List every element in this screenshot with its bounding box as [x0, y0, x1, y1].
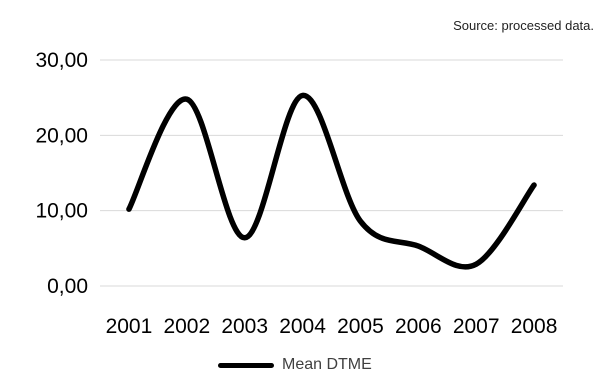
y-tick-label: 10,00: [35, 200, 88, 223]
series-lines: [126, 92, 537, 270]
x-tick-label: 2005: [337, 315, 384, 338]
gridlines: [100, 59, 563, 287]
x-tick-label: 2006: [395, 315, 442, 338]
x-tick-label: 2004: [279, 315, 326, 338]
y-tick-label: 30,00: [35, 49, 88, 72]
legend-label-mean-dtme: Mean DTME: [282, 356, 372, 373]
x-axis-tick-labels: 2001 2002 2003 2004 2005 2006 2007 2008: [106, 315, 558, 338]
legend: Mean DTME: [218, 356, 372, 374]
series-line-mean-dtme: [126, 92, 537, 270]
y-axis-tick-labels: 0,00 10,00 20,00 30,00: [35, 49, 88, 298]
x-tick-label: 2002: [163, 315, 210, 338]
source-note: Source: processed data.: [453, 18, 594, 33]
legend-swatch-mean-dtme: [218, 362, 274, 368]
y-tick-label: 0,00: [47, 275, 88, 298]
x-tick-label: 2008: [511, 315, 558, 338]
y-tick-label: 20,00: [35, 124, 88, 147]
x-tick-label: 2001: [106, 315, 153, 338]
x-tick-label: 2007: [453, 315, 500, 338]
x-tick-label: 2003: [221, 315, 268, 338]
